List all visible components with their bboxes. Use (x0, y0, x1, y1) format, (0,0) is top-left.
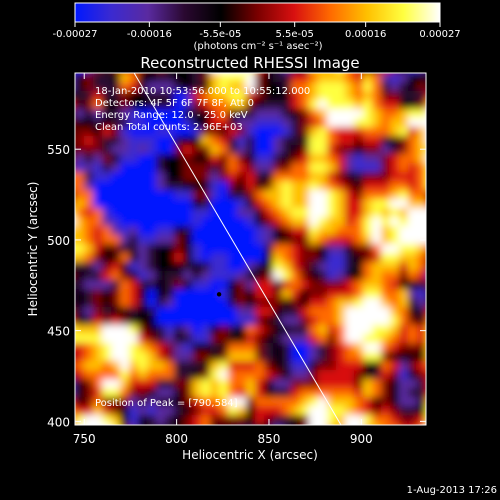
y-axis: 400 450 500 550 (47, 143, 426, 429)
chart-title: Reconstructed RHESSI Image (140, 54, 359, 72)
y-axis-label: Heliocentric Y (arcsec) (26, 182, 40, 317)
x-axis-label: Heliocentric X (arcsec) (182, 448, 318, 462)
colorbar-tick-label: -0.00016 (127, 29, 172, 40)
annotation-peak: Position of Peak = [790,584] (95, 398, 238, 409)
annotation-energy: Energy Range: 12.0 - 25.0 keV (95, 110, 248, 121)
x-tick-label: 850 (258, 432, 281, 446)
annotation-detectors: Detectors: 4F 5F 6F 7F 8F, Att 0 (95, 98, 254, 109)
plot-frame (74, 72, 427, 426)
colorbar (74, 2, 441, 23)
colorbar-unit-label: (photons cm⁻² s⁻¹ asec⁻²) (193, 41, 322, 52)
x-tick-label: 800 (165, 432, 188, 446)
annotation-clean: Clean Total counts: 2.96E+03 (95, 122, 243, 133)
colorbar-tick-label: -5.5e-05 (199, 29, 241, 40)
colorbar-tick-label: 0.00016 (345, 29, 386, 40)
colorbar-ticks: -0.00027 -0.00016 -5.5e-05 5.5e-05 0.00016 0.… (53, 22, 461, 40)
heatmap-image (75, 73, 426, 425)
x-tick-label: 900 (350, 432, 373, 446)
solar-limb-line (133, 73, 342, 425)
colorbar-tick-label: -0.00027 (53, 29, 98, 40)
y-tick-label: 550 (47, 143, 70, 157)
y-tick-label: 500 (47, 234, 70, 248)
colorbar-tick-label: 0.00027 (419, 29, 460, 40)
y-tick-label: 450 (47, 325, 70, 339)
colorbar-tick-label: 5.5e-05 (275, 29, 313, 40)
annotation-time: 18-Jan-2010 10:53:56.000 to 10:55:12.000 (95, 86, 310, 97)
footer-date: 1-Aug-2013 17:26 (407, 485, 497, 496)
marker-point (216, 292, 222, 297)
y-tick-label: 400 (47, 415, 70, 429)
x-tick-label: 750 (73, 432, 96, 446)
x-axis: 750 800 850 900 (73, 73, 373, 446)
